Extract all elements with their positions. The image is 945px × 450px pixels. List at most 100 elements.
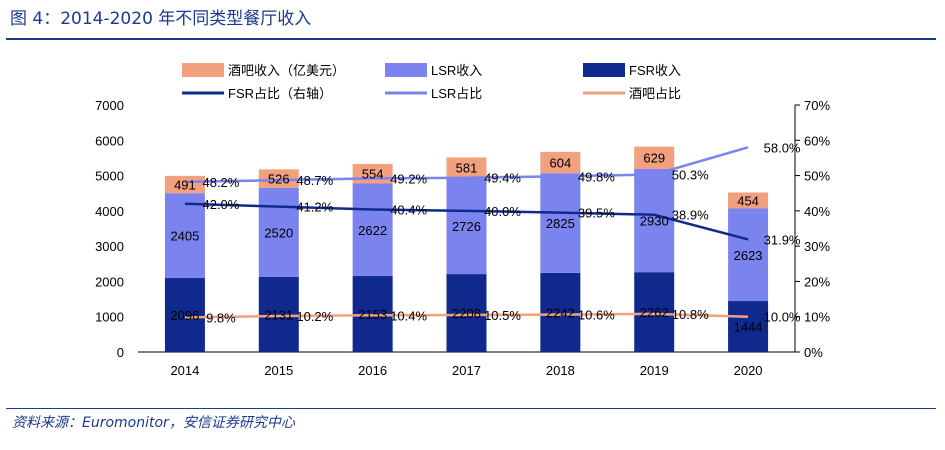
- bar-0-2018: [540, 272, 581, 352]
- line-label-0-2020: 31.9%: [764, 232, 801, 247]
- bar-1-2014: [164, 193, 205, 279]
- left-tick-label-0: 0: [117, 345, 124, 360]
- bar-label-0-2015: 2131: [264, 307, 293, 322]
- bar-label-1-2020: 2623: [734, 248, 763, 263]
- left-tick-label-4: 4000: [95, 204, 124, 219]
- right-tick-label-0: 0%: [804, 345, 823, 360]
- source-divider: [6, 408, 936, 409]
- legend-swatch-0: [182, 63, 224, 77]
- bar-label-2-2014: 491: [174, 178, 196, 193]
- left-tick-label-3: 3000: [95, 239, 124, 254]
- line-label-0-2018: 39.5%: [578, 206, 615, 221]
- line-label-2-2014: 9.8%: [206, 310, 236, 325]
- line-label-0-2019: 38.9%: [672, 208, 709, 223]
- bar-label-2-2019: 629: [643, 151, 665, 166]
- left-tick-label-6: 6000: [95, 133, 124, 148]
- bar-2-2020: [728, 192, 769, 209]
- bar-label-2-2016: 554: [362, 167, 384, 182]
- line-label-1-2019: 50.3%: [672, 168, 709, 183]
- line-label-1-2015: 48.7%: [296, 173, 333, 188]
- line-series: [184, 146, 749, 319]
- left-tick-label-2: 2000: [95, 274, 124, 289]
- bar-2-2015: [258, 169, 299, 188]
- bar-label-1-2019: 2930: [640, 213, 669, 228]
- figure-title: 图 4：2014-2020 年不同类型餐厅收入: [10, 9, 312, 29]
- bar-label-0-2016: 2153: [358, 307, 387, 322]
- title-divider: [6, 38, 936, 40]
- x-tick-label-2017: 2017: [452, 363, 481, 378]
- legend-swatch-1: [385, 63, 427, 77]
- right-tick-label-7: 70%: [804, 98, 830, 113]
- line-label-2-2019: 10.8%: [672, 307, 709, 322]
- line-label-2-2017: 10.5%: [484, 308, 521, 323]
- x-tick-label-2016: 2016: [358, 363, 387, 378]
- line-label-2-2016: 10.4%: [390, 308, 427, 323]
- bar-label-2-2018: 604: [550, 156, 572, 171]
- bar-label-0-2014: 2096: [170, 308, 199, 323]
- x-tick-label-2014: 2014: [170, 363, 199, 378]
- bar-label-0-2018: 2242: [546, 305, 575, 320]
- legend-label-4: LSR占比: [431, 86, 482, 101]
- line-label-0-2014: 42.0%: [202, 197, 239, 212]
- line-label-0-2016: 40.4%: [390, 202, 427, 217]
- legend-label-0: 酒吧收入（亿美元）: [228, 63, 345, 78]
- chart-legend: 酒吧收入（亿美元） LSR收入 FSR收入 FSR占比（右轴） LSR占比 酒吧占比: [182, 63, 681, 101]
- bar-1-2016: [352, 183, 393, 277]
- bar-1-2017: [446, 177, 487, 275]
- bar-label-1-2018: 2825: [546, 216, 575, 231]
- bar-label-0-2019: 2262: [640, 305, 669, 320]
- line-1: [184, 146, 749, 184]
- bar-1-2018: [540, 173, 581, 273]
- bar-label-2-2017: 581: [456, 161, 478, 176]
- line-label-0-2015: 41.2%: [296, 200, 333, 215]
- x-axis: 2014 2015 2016 2017 2018 2019 2020: [170, 363, 762, 378]
- right-tick-label-5: 50%: [804, 169, 830, 184]
- bar-1-2020: [728, 208, 769, 302]
- data-labels: 2096 2405 491 2131 2520 526 2153 2622 554 2208 272…: [170, 140, 800, 334]
- line-label-2-2015: 10.2%: [296, 309, 333, 324]
- bar-label-2-2020: 454: [737, 193, 759, 208]
- x-tick-label-2020: 2020: [734, 363, 763, 378]
- right-tick-label-3: 30%: [804, 239, 830, 254]
- bar-label-1-2015: 2520: [264, 225, 293, 240]
- bar-2-2017: [446, 157, 487, 178]
- bar-0-2015: [258, 276, 299, 352]
- right-tick-label-6: 60%: [804, 133, 830, 148]
- line-label-0-2017: 40.0%: [484, 204, 521, 219]
- line-0: [184, 202, 749, 241]
- right-tick-label-2: 20%: [804, 274, 830, 289]
- bar-label-1-2016: 2622: [358, 223, 387, 238]
- bar-1-2019: [634, 168, 675, 273]
- bar-2-2019: [634, 146, 675, 169]
- legend-label-2: FSR收入: [629, 63, 681, 78]
- bar-2-2018: [540, 151, 581, 174]
- bar-label-0-2017: 2208: [452, 306, 481, 321]
- bar-label-0-2020: 1444: [734, 320, 763, 335]
- bar-0-2019: [634, 272, 675, 352]
- bar-label-1-2014: 2405: [170, 229, 199, 244]
- source-note: 资料来源：Euromonitor，安信证券研究中心: [12, 415, 295, 431]
- left-tick-label-5: 5000: [95, 169, 124, 184]
- x-tick-label-2019: 2019: [640, 363, 669, 378]
- right-tick-label-1: 10%: [804, 310, 830, 325]
- line-label-1-2017: 49.4%: [484, 171, 521, 186]
- bar-2-2014: [164, 175, 205, 194]
- revenue-chart: 酒吧收入（亿美元） LSR收入 FSR收入 FSR占比（右轴） LSR占比 酒吧占比 0 1…: [95, 63, 830, 378]
- left-tick-label-7: 7000: [95, 98, 124, 113]
- legend-label-1: LSR收入: [431, 63, 482, 78]
- bar-label-2-2015: 526: [268, 172, 290, 187]
- bar-0-2020: [728, 301, 769, 352]
- bar-label-1-2017: 2726: [452, 219, 481, 234]
- x-tick-label-2015: 2015: [264, 363, 293, 378]
- line-label-1-2016: 49.2%: [390, 171, 427, 186]
- x-tick-label-2018: 2018: [546, 363, 575, 378]
- right-y-axis: 0% 10% 20% 30% 40% 50% 60% 70%: [794, 98, 830, 360]
- line-label-1-2014: 48.2%: [202, 175, 239, 190]
- line-label-2-2020: 10.0%: [764, 310, 801, 325]
- bar-series: [164, 146, 769, 352]
- right-tick-label-4: 40%: [804, 204, 830, 219]
- legend-swatch-2: [583, 63, 625, 77]
- legend-label-3: FSR占比（右轴）: [228, 86, 332, 101]
- left-tick-label-1: 1000: [95, 310, 124, 325]
- line-label-2-2018: 10.6%: [578, 308, 615, 323]
